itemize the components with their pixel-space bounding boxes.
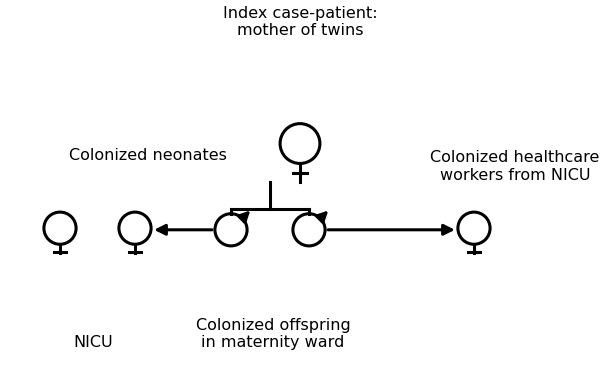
- Text: Index case-patient:
mother of twins: Index case-patient: mother of twins: [223, 6, 377, 38]
- Text: Colonized offspring
in maternity ward: Colonized offspring in maternity ward: [196, 318, 350, 350]
- Text: NICU: NICU: [73, 336, 113, 350]
- Text: Colonized neonates: Colonized neonates: [69, 147, 227, 163]
- Text: Colonized healthcare
workers from NICU: Colonized healthcare workers from NICU: [430, 151, 599, 183]
